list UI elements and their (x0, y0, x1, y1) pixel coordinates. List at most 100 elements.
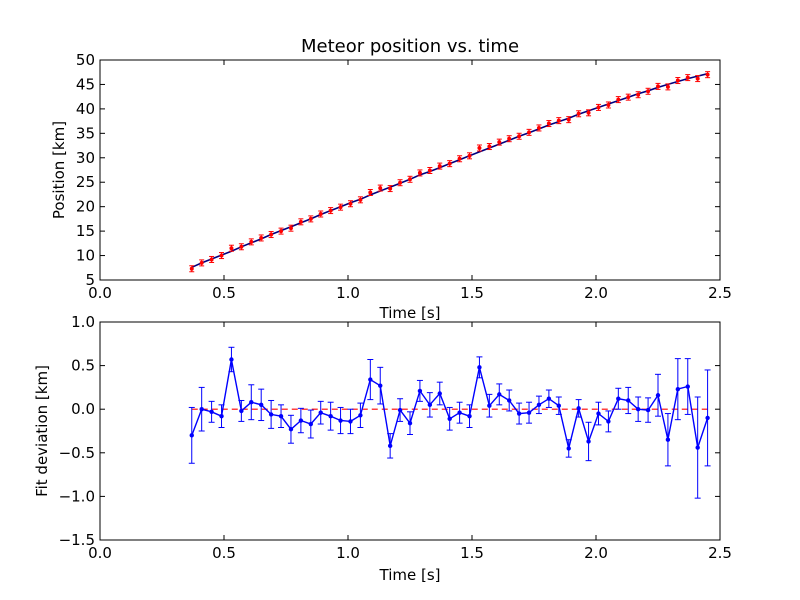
position-point (685, 75, 690, 80)
position-point (358, 197, 363, 202)
deviation-point (298, 418, 304, 423)
deviation-point (259, 402, 264, 408)
position-point (596, 105, 601, 110)
deviation-point (546, 396, 552, 401)
position-point (646, 89, 651, 94)
deviation-point (199, 407, 204, 412)
deviation-x-axis-label: Time [s] (379, 566, 441, 584)
deviation-point (209, 409, 214, 415)
position-point (427, 168, 432, 173)
deviation-y-tick-label: 1.0 (71, 313, 95, 331)
deviation-point (308, 421, 313, 427)
deviation-point (616, 396, 621, 401)
position-x-tick-label: 2.5 (708, 284, 732, 302)
position-point (298, 219, 303, 224)
deviation-point (536, 402, 542, 408)
position-point (556, 118, 561, 123)
position-point (606, 102, 611, 107)
deviation-y-tick-label: −0.5 (59, 444, 95, 462)
deviation-x-tick-label: 2.0 (584, 544, 608, 562)
deviation-point (328, 413, 333, 419)
position-point (546, 121, 551, 126)
position-point (388, 186, 393, 191)
position-point (378, 186, 383, 191)
deviation-point (189, 433, 194, 438)
position-x-tick-label: 1.0 (336, 284, 360, 302)
position-point (408, 177, 412, 182)
position-point (626, 95, 631, 100)
deviation-point (397, 407, 403, 413)
position-chart: 0.0 0.5 1.0 1.5 2.0 2.5 5 10 15 20 25 30 35 40 45 50 Me… (50, 36, 732, 322)
position-point (199, 260, 204, 265)
deviation-point (596, 411, 601, 416)
position-plot-frame (99, 59, 721, 281)
deviation-point (526, 410, 532, 415)
deviation-point (705, 415, 710, 421)
deviation-point (437, 391, 442, 396)
deviation-plot-frame (99, 321, 721, 541)
position-point (318, 212, 323, 216)
deviation-point (229, 357, 234, 362)
deviation-point (655, 393, 661, 398)
deviation-point (219, 413, 224, 419)
deviation-point (556, 403, 561, 408)
deviation-point (665, 437, 671, 442)
deviation-point (249, 400, 254, 405)
position-x-tick-label: 0.0 (88, 284, 112, 302)
deviation-point (338, 418, 343, 423)
deviation-point (348, 419, 353, 424)
position-point (189, 266, 194, 271)
deviation-point (358, 413, 363, 418)
deviation-y-tick-label: 0.0 (71, 400, 95, 418)
deviation-point (695, 445, 700, 450)
position-point (437, 164, 442, 169)
position-y-tick-label: 50 (76, 51, 95, 69)
deviation-point (467, 413, 472, 419)
position-x-axis-label: Time [s] (379, 304, 441, 322)
deviation-point (288, 427, 294, 432)
deviation-point (635, 407, 641, 412)
deviation-data-layer (188, 346, 711, 499)
position-x-tick-label: 1.5 (460, 284, 484, 302)
deviation-point (407, 420, 413, 426)
position-point (467, 153, 472, 158)
deviation-point (447, 416, 452, 421)
deviation-x-tick-label: 2.5 (708, 544, 732, 562)
deviation-x-tick-label: 0.5 (212, 544, 236, 562)
position-point (417, 170, 422, 175)
position-point (487, 144, 492, 149)
deviation-point (427, 402, 433, 408)
deviation-point (278, 413, 284, 419)
deviation-x-tick-label: 1.0 (336, 544, 360, 562)
position-plot-area (100, 60, 720, 280)
position-chart-title: Meteor position vs. time (301, 36, 519, 57)
position-x-tick-label: 2.0 (584, 284, 608, 302)
position-point (368, 190, 373, 195)
deviation-point (626, 398, 631, 403)
position-point (675, 78, 680, 83)
position-point (507, 136, 512, 141)
position-point (566, 117, 571, 122)
position-y-tick-label: 5 (85, 271, 95, 289)
position-point (269, 232, 274, 237)
deviation-point (268, 412, 274, 417)
position-y-tick-label: 40 (76, 100, 95, 118)
deviation-y-tick-label: −1.0 (59, 487, 95, 505)
deviation-point (566, 446, 571, 451)
position-point (497, 140, 502, 145)
position-y-axis-label: Position [km] (50, 121, 68, 219)
position-point (457, 156, 462, 161)
position-point (338, 205, 343, 210)
position-point (249, 239, 254, 244)
position-y-tick-label: 15 (76, 222, 95, 240)
position-point (656, 84, 660, 89)
deviation-point (387, 443, 393, 449)
position-point (576, 111, 581, 116)
position-point (536, 125, 541, 130)
position-y-tick-label: 35 (76, 124, 95, 142)
position-y-tick-label: 20 (76, 198, 95, 216)
deviation-point (497, 392, 502, 397)
position-point (328, 208, 333, 213)
deviation-point (576, 406, 581, 411)
deviation-point (368, 377, 373, 382)
